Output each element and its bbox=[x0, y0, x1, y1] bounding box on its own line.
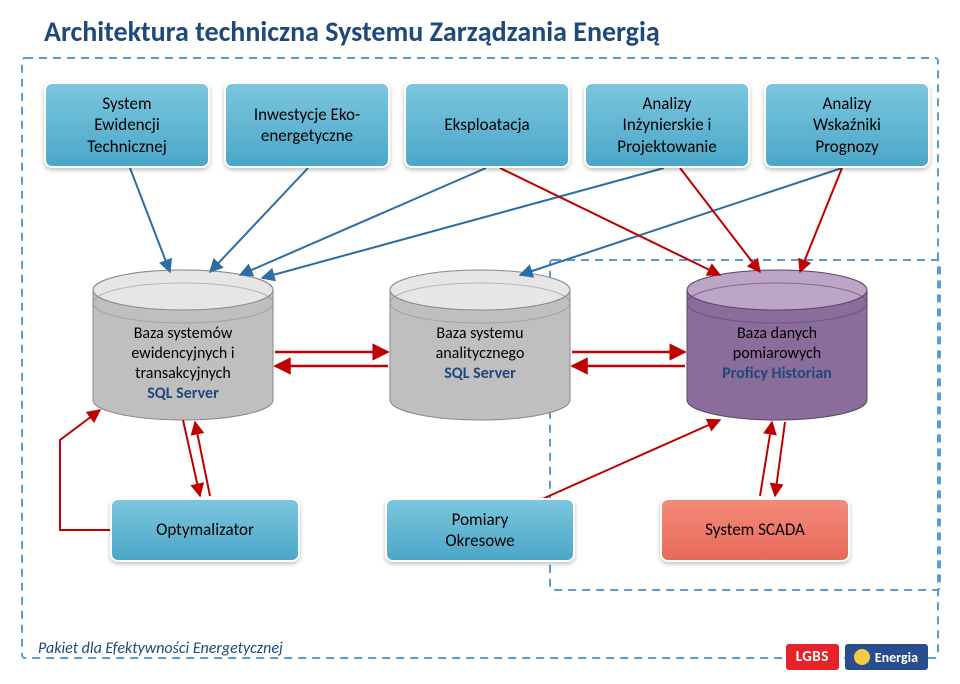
logo-energia: Energia bbox=[845, 644, 928, 670]
db-3: Baza danych pomiarowych Proficy Historia… bbox=[682, 290, 872, 404]
databases-row: Baza systemów ewidencyjnych i transakcyj… bbox=[88, 290, 872, 404]
bottom-systems-row: Optymalizator PomiaryOkresowe System SCA… bbox=[110, 498, 850, 562]
page-title: Architektura techniczna Systemu Zarządza… bbox=[0, 0, 960, 49]
system-scada-box: System SCADA bbox=[660, 498, 850, 562]
db-2: Baza systemu analitycznego SQL Server bbox=[385, 290, 575, 404]
module-box-2: Inwestycje Eko-energetyczne bbox=[224, 82, 390, 168]
sun-icon bbox=[855, 650, 869, 664]
db-2-label: Baza systemu analitycznego SQL Server bbox=[436, 324, 525, 384]
db-1: Baza systemów ewidencyjnych i transakcyj… bbox=[88, 290, 278, 404]
top-modules-row: SystemEwidencjiTechnicznej Inwestycje Ek… bbox=[44, 82, 930, 168]
module-box-4: AnalizyInżynierskie iProjektowanie bbox=[584, 82, 750, 168]
db-1-label: Baza systemów ewidencyjnych i transakcyj… bbox=[131, 324, 234, 404]
module-box-3: Eksploatacja bbox=[404, 82, 570, 168]
db-3-label: Baza danych pomiarowych Proficy Historia… bbox=[722, 324, 832, 384]
footer-caption: Pakiet dla Efektywności Energetycznej bbox=[38, 639, 283, 658]
logo-group: LGBS Energia bbox=[786, 644, 928, 670]
module-box-5: AnalizyWskaźnikiPrognozy bbox=[764, 82, 930, 168]
logo-lgbs: LGBS bbox=[786, 644, 839, 670]
module-box-1: SystemEwidencjiTechnicznej bbox=[44, 82, 210, 168]
pomiary-okresowe-box: PomiaryOkresowe bbox=[385, 498, 575, 562]
optymalizator-box: Optymalizator bbox=[110, 498, 300, 562]
